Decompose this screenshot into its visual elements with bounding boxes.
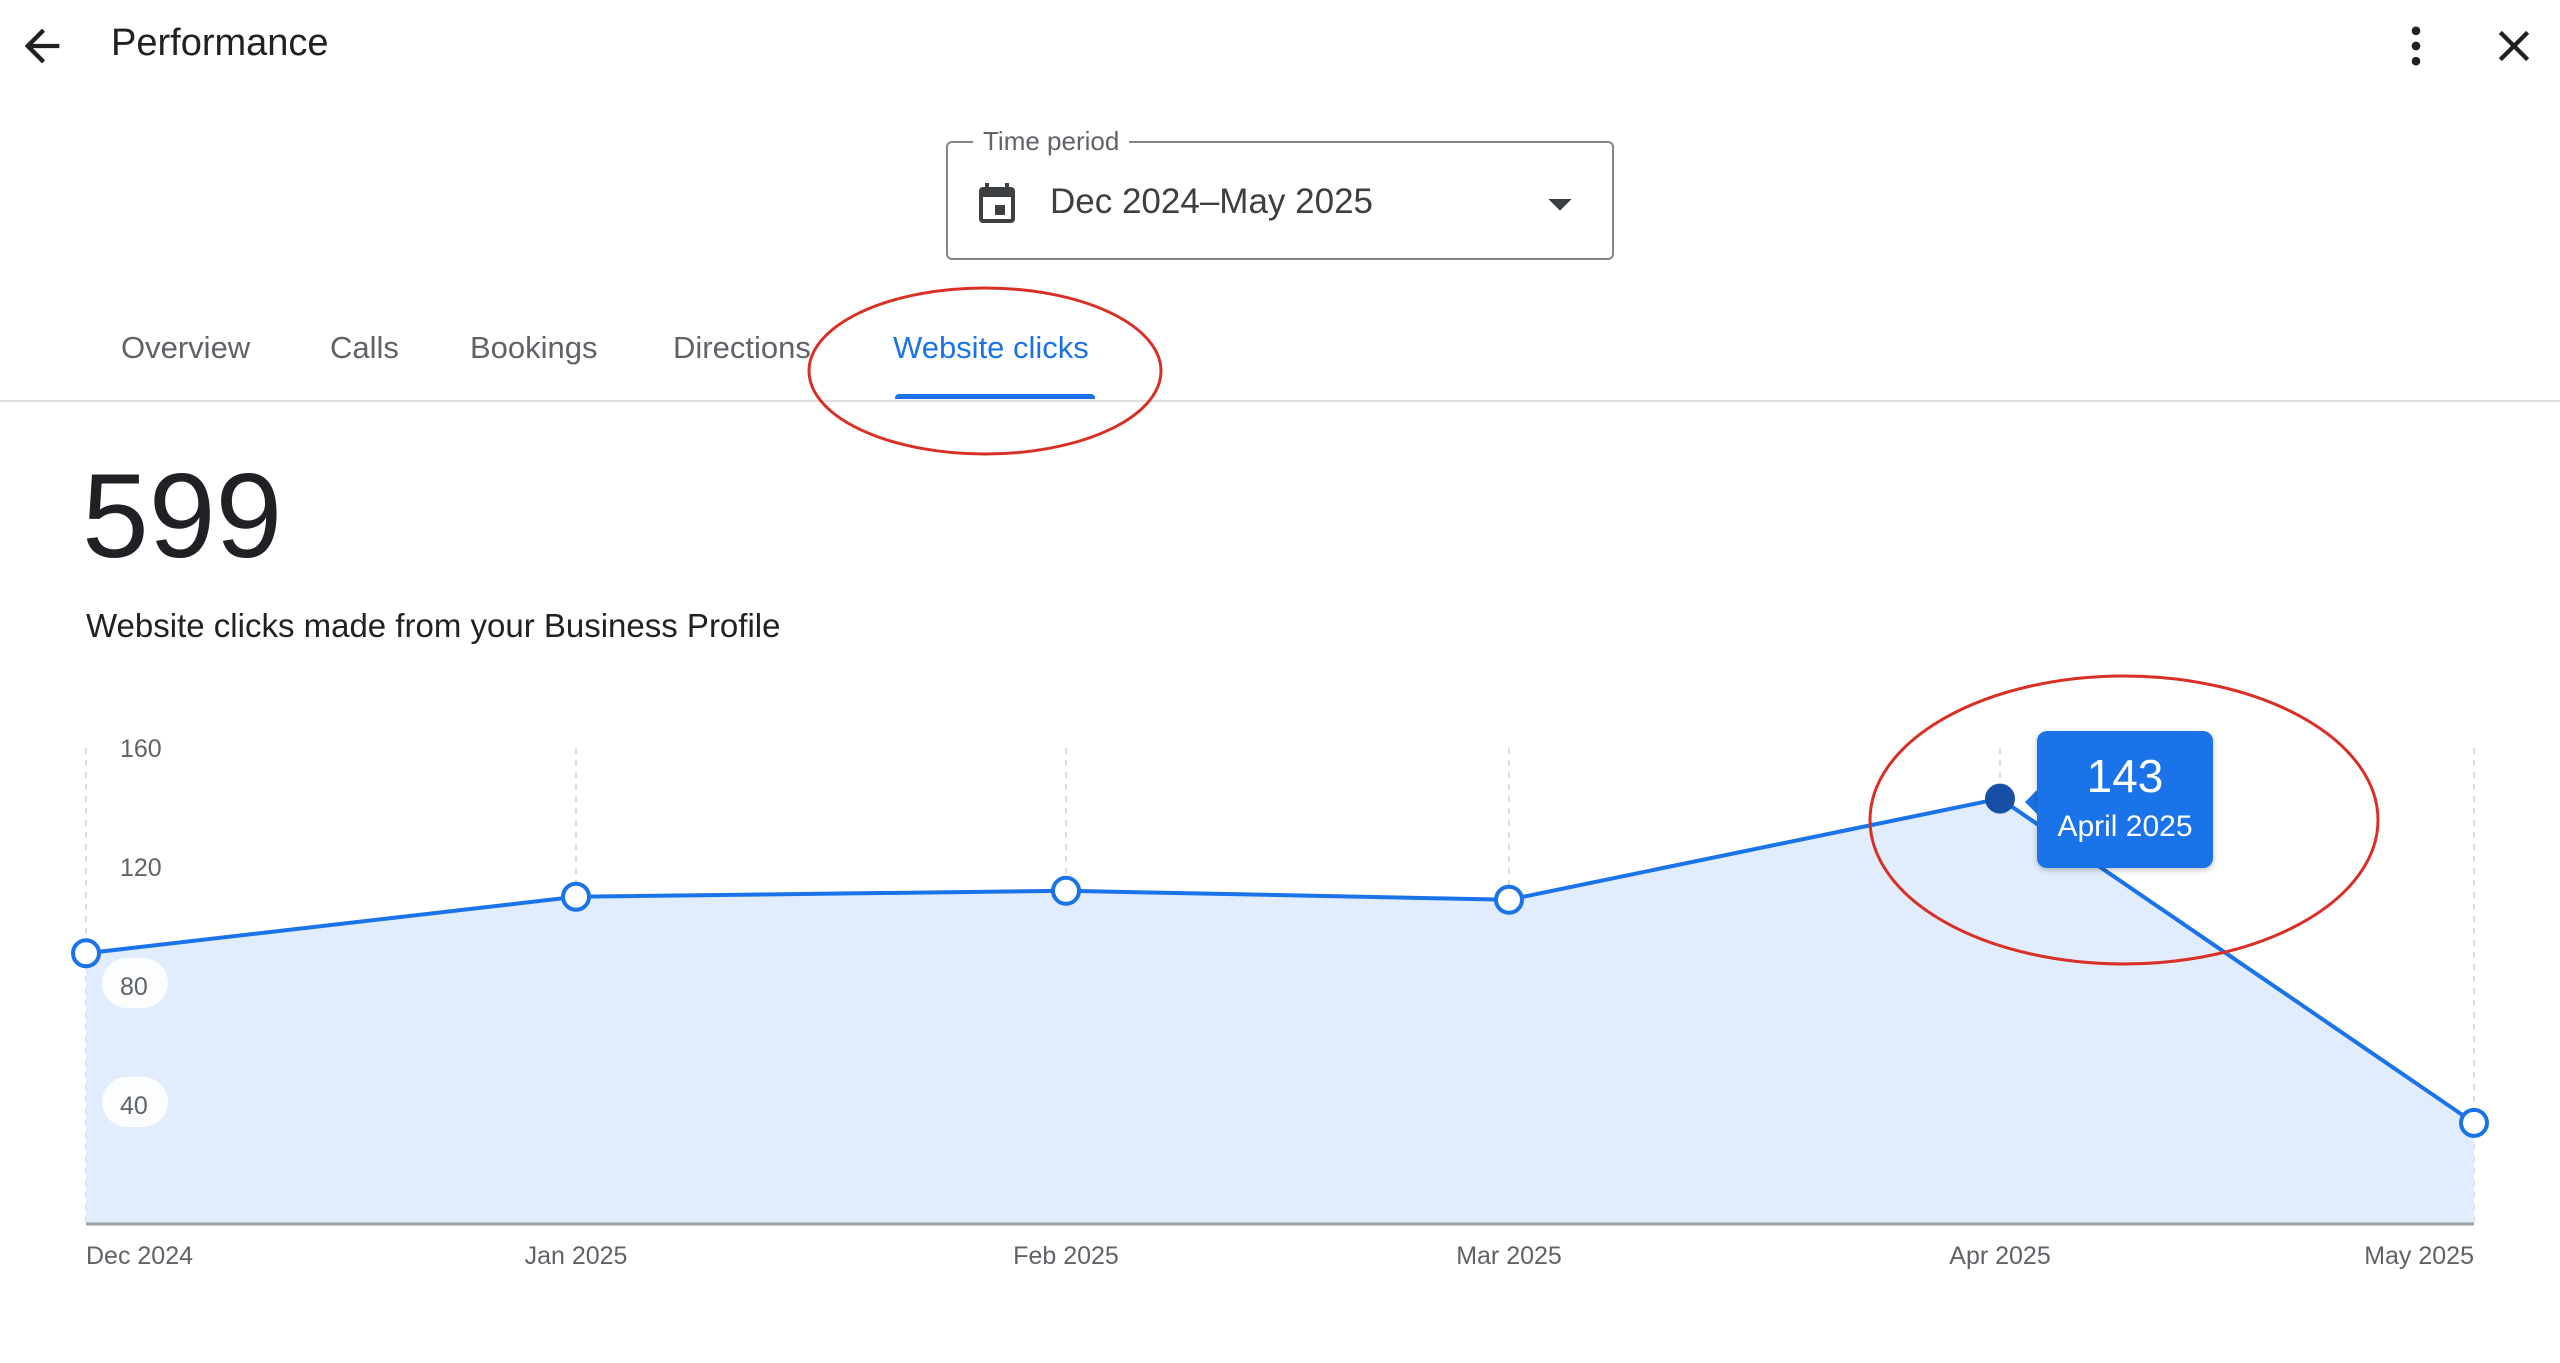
annotation-ellipse-peak (1868, 674, 2380, 966)
y-tick-pill (102, 958, 168, 1008)
y-tick-label: 120 (120, 854, 162, 882)
annotation-ellipse-tab (807, 286, 1163, 456)
tooltip-arrow (2025, 788, 2039, 816)
time-period-value: Dec 2024–May 2025 (1050, 182, 1373, 221)
arrow-left-icon[interactable] (16, 20, 68, 72)
x-tick-label: Dec 2024 (86, 1242, 193, 1270)
time-period-label: Time period (973, 126, 1130, 157)
page-title: Performance (111, 22, 329, 64)
x-tick-label: Apr 2025 (1949, 1242, 2050, 1270)
data-point (1494, 884, 1524, 915)
tab-calls[interactable]: Calls (330, 330, 399, 365)
tabs-divider (0, 400, 2560, 402)
tooltip-label: April 2025 (2057, 809, 2193, 843)
x-tick-label: Jan 2025 (525, 1242, 628, 1270)
y-tick-label: 40 (120, 1092, 148, 1120)
arrow-drop-down-icon[interactable] (1540, 187, 1580, 221)
y-tick-label: 80 (120, 973, 148, 1001)
calendar-icon (979, 183, 1015, 223)
chart-tooltip: 143 April 2025 (2037, 731, 2213, 868)
tab-bookings[interactable]: Bookings (470, 330, 598, 365)
highlighted-data-point (1985, 783, 2015, 814)
more-vert-icon[interactable] (2390, 20, 2442, 72)
x-tick-label: Feb 2025 (1013, 1242, 1119, 1270)
data-point (561, 881, 591, 912)
data-point (2459, 1107, 2489, 1138)
metric-caption: Website clicks made from your Business P… (86, 607, 781, 644)
data-point (71, 938, 101, 969)
metric-total: 599 (82, 449, 283, 583)
active-tab-indicator (895, 394, 1095, 399)
chart-area-fill (86, 798, 2474, 1224)
close-icon[interactable] (2488, 20, 2540, 72)
y-tick-pill (102, 1077, 168, 1127)
tooltip-value: 143 (2086, 750, 2164, 802)
tab-overview[interactable]: Overview (121, 330, 251, 365)
tab-website-clicks[interactable]: Website clicks (893, 330, 1089, 365)
x-tick-label: Mar 2025 (1456, 1242, 1562, 1270)
y-tick-label: 160 (120, 735, 162, 763)
x-tick-label: May 2025 (2364, 1242, 2474, 1270)
tab-directions[interactable]: Directions (673, 330, 811, 365)
time-period-select[interactable] (946, 141, 1614, 260)
data-point (1051, 875, 1081, 906)
